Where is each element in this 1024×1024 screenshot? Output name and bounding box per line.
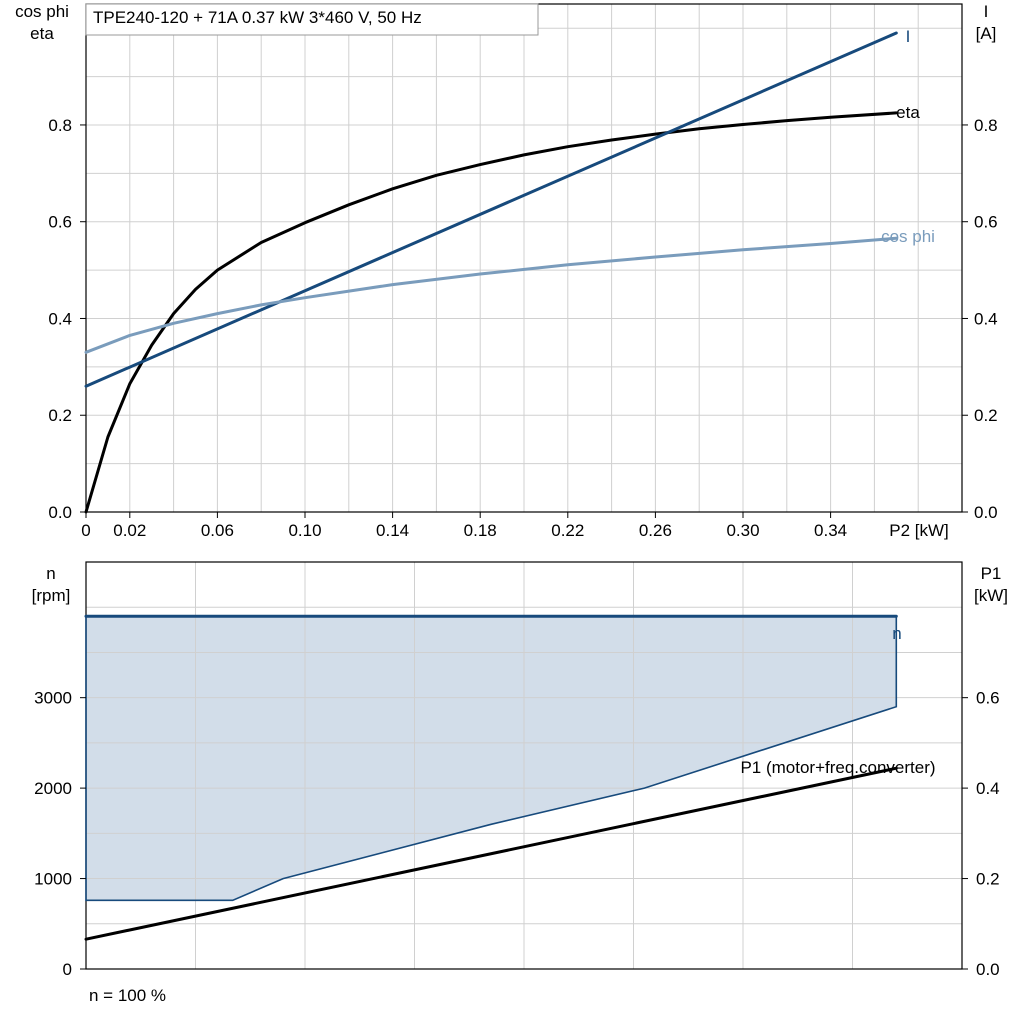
y-tick-label: 0.6: [48, 213, 72, 232]
y-tick-label: 0.0: [48, 503, 72, 522]
y-tick-label: 2000: [34, 779, 72, 798]
x-tick-label: 0.14: [376, 521, 409, 540]
series-line-i: [84, 31, 898, 388]
y2-tick-label: 0.6: [976, 689, 1000, 708]
y2-axis-label-current: I: [984, 2, 989, 21]
chart-title-box: [85, 3, 539, 36]
bottom-chart-grid: [86, 562, 963, 969]
y2-tick-label: 0.2: [974, 406, 998, 425]
chart-title: TPE240-120 + 71A 0.37 kW 3*460 V, 50 Hz: [93, 8, 422, 27]
x-tick-label: 0: [81, 521, 90, 540]
top-chart-series: [84, 31, 898, 514]
x-tick-label: 0.26: [639, 521, 672, 540]
y2-tick-label: 0.6: [974, 213, 998, 232]
x-tick-label: 0.10: [288, 521, 321, 540]
bottom-chart-series: [84, 614, 898, 941]
series-line-eta: [84, 111, 898, 514]
x-tick-label: 0.34: [814, 521, 847, 540]
y-axis-label-speed: n: [46, 564, 55, 583]
y-axis-label-cosphi: cos phi: [15, 2, 69, 21]
top-chart: 0 0.02 0.06 0.10 0.14 0.18 0.22 0.26 0.30 0.34 0.0…: [15, 2, 998, 540]
y2-tick-label: 0.2: [976, 870, 1000, 889]
series-label-eta: eta: [896, 103, 920, 122]
y-tick-label: 1000: [34, 870, 72, 889]
y-tick-label: 0: [63, 960, 72, 979]
x-axis-label: P2 [kW]: [889, 521, 949, 540]
y-tick-label: 0.4: [48, 309, 72, 328]
x-tick-label: 0.06: [201, 521, 234, 540]
series-label-p1: P1 (motor+freq.converter): [740, 758, 935, 777]
series-line-cos-phi: [84, 236, 898, 354]
y2-tick-label: 0.4: [974, 309, 998, 328]
y2-axis-label-power: P1: [981, 564, 1002, 583]
y2-tick-label: 0.8: [974, 116, 998, 135]
operating-area-outline: [85, 615, 898, 902]
bottom-chart-ticks: 0 1000 2000 3000 0.0 0.2 0.4 0.6: [34, 689, 999, 979]
series-label-cosphi: cos phi: [881, 227, 935, 246]
y-axis-label-eta: eta: [30, 24, 54, 43]
y-tick-label: 3000: [34, 689, 72, 708]
top-chart-grid: [86, 4, 962, 512]
y2-axis-label-power-unit: [kW]: [974, 586, 1008, 605]
series-line-p1-motor-freq-converter: [84, 766, 898, 941]
y2-axis-label-current-unit: [A]: [976, 24, 997, 43]
series-label-current: I: [906, 27, 911, 46]
top-chart-ticks: 0 0.02 0.06 0.10 0.14 0.18 0.22 0.26 0.30 0.34 0.0…: [48, 116, 997, 540]
series-label-speed: n: [892, 624, 901, 643]
y-tick-label: 0.8: [48, 116, 72, 135]
y2-tick-label: 0.0: [976, 960, 1000, 979]
y-tick-label: 0.2: [48, 406, 72, 425]
operating-area-fill: [86, 616, 897, 901]
x-tick-label: 0.02: [113, 521, 146, 540]
y2-tick-label: 0.4: [976, 779, 1000, 798]
operating-area: [86, 616, 897, 901]
bottom-chart: 0 1000 2000 3000 0.0 0.2 0.4 0.6 n [rpm] P1 [kW…: [32, 561, 1008, 1005]
y2-tick-label: 0.0: [974, 503, 998, 522]
y-axis-label-speed-unit: [rpm]: [32, 586, 71, 605]
x-tick-label: 0.30: [726, 521, 759, 540]
x-tick-label: 0.22: [551, 521, 584, 540]
footnote-speed: n = 100 %: [89, 986, 166, 1005]
x-tick-label: 0.18: [464, 521, 497, 540]
